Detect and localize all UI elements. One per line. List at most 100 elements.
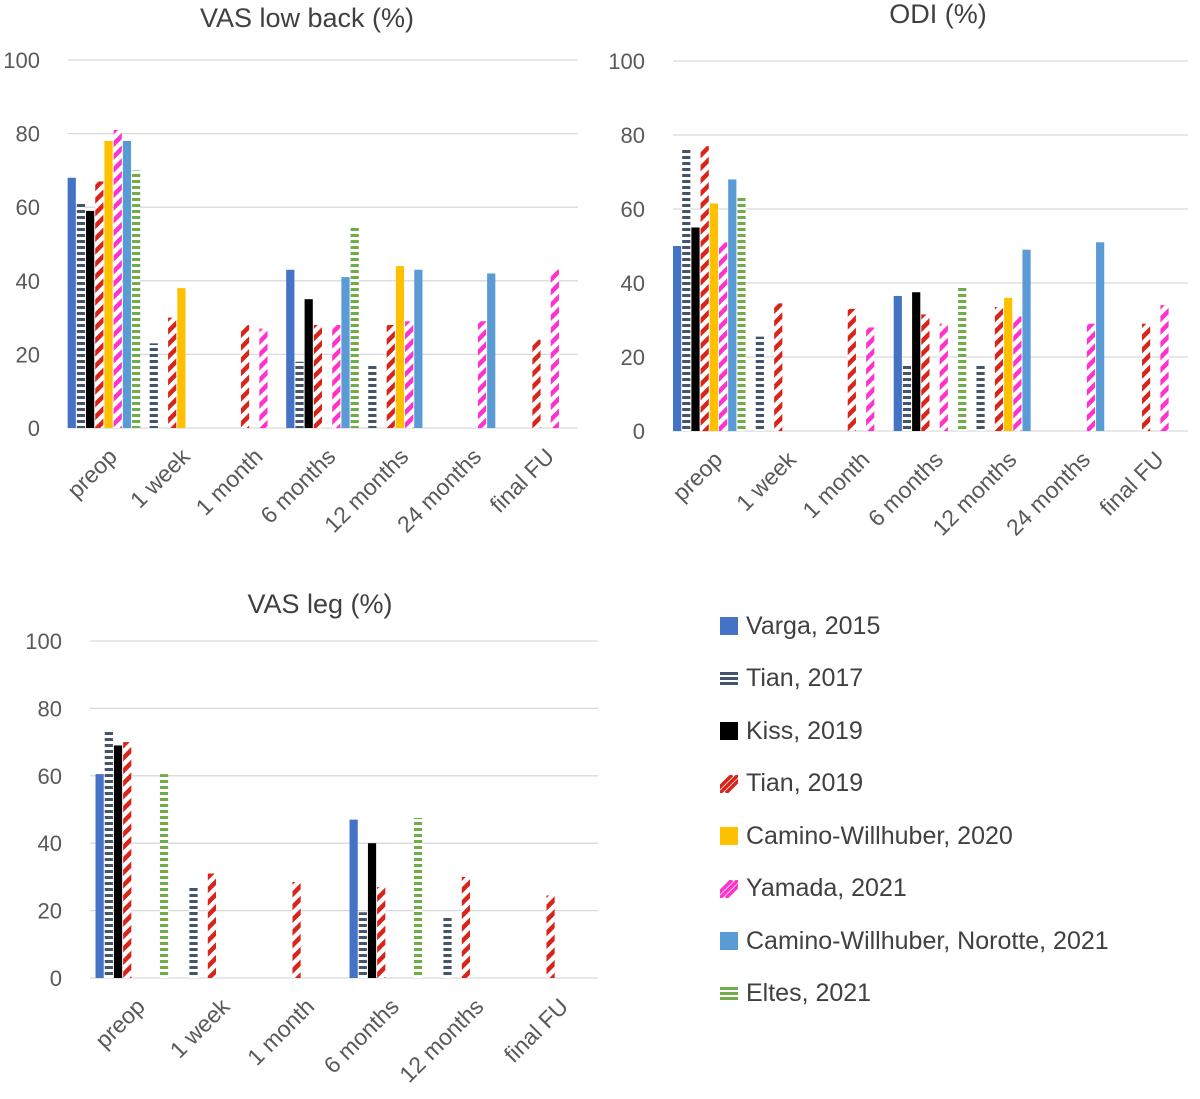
y-tick-label: 100 xyxy=(608,49,645,74)
legend-swatch xyxy=(720,617,738,636)
bar-cwn21 xyxy=(341,277,350,428)
bar-yamada xyxy=(718,242,728,431)
bar-yamada xyxy=(477,321,487,428)
bar-kiss xyxy=(691,227,700,431)
bar-cw20 xyxy=(395,266,405,428)
bar-tian17 xyxy=(358,912,367,978)
bar-tian19 xyxy=(546,895,555,978)
y-tick-label: 0 xyxy=(50,966,62,991)
bar-yamada xyxy=(1086,323,1096,431)
bar-cwn21 xyxy=(122,140,132,428)
bar-eltes xyxy=(958,286,967,431)
bar-cw20 xyxy=(1004,297,1013,431)
legend-label: Eltes, 2021 xyxy=(746,979,872,1008)
bar-kiss xyxy=(367,843,377,978)
y-tick-label: 20 xyxy=(38,899,62,924)
legend-item-cwn21: Camino-Willhuber, Norotte, 2021 xyxy=(720,915,1180,968)
bar-cwn21 xyxy=(414,269,423,428)
bar-yamada xyxy=(259,328,268,428)
x-tick-label: preop xyxy=(62,443,122,503)
bar-varga xyxy=(672,246,682,431)
y-tick-label: 60 xyxy=(621,197,645,222)
bar-yamada xyxy=(405,321,414,428)
legend-swatch xyxy=(720,669,738,688)
bar-varga xyxy=(893,295,902,431)
bar-tian17 xyxy=(295,361,304,428)
y-tick-label: 20 xyxy=(16,342,40,367)
legend-swatch xyxy=(720,722,738,741)
bar-tian19 xyxy=(240,324,250,428)
bar-tian19 xyxy=(461,876,470,978)
bar-tian17 xyxy=(368,365,377,428)
x-tick-label: 12 months xyxy=(394,993,488,1087)
bar-eltes xyxy=(350,225,359,428)
bar-tian17 xyxy=(976,364,985,431)
bar-yamada xyxy=(550,269,559,428)
bar-cwn21 xyxy=(487,273,496,428)
legend-item-tian19: Tian, 2019 xyxy=(720,758,1180,811)
bar-tian19 xyxy=(532,339,541,428)
bar-tian17 xyxy=(189,887,198,978)
y-tick-label: 20 xyxy=(621,345,645,370)
legend-label: Varga, 2015 xyxy=(746,611,881,640)
y-tick-label: 0 xyxy=(28,416,40,441)
bar-varga xyxy=(95,774,104,978)
legend-swatch xyxy=(720,932,738,951)
chart-3: VAS leg (%) 0 20 40 60 80 100 preop 1 week 1 mont… xyxy=(25,589,598,1087)
x-tick-label: 1 week xyxy=(165,993,235,1063)
x-tick-label: 1 week xyxy=(125,443,195,513)
x-tick-label: final FU xyxy=(1094,446,1168,520)
bar-tian17 xyxy=(443,915,452,978)
legend-label: Tian, 2017 xyxy=(746,664,864,693)
y-tick-label: 80 xyxy=(621,123,645,148)
legend-swatch xyxy=(720,774,738,793)
bar-tian19 xyxy=(847,308,856,431)
bar-tian19 xyxy=(207,873,216,978)
bar-yamada xyxy=(866,327,875,431)
y-tick-label: 60 xyxy=(16,195,40,220)
bar-tian19 xyxy=(377,887,386,978)
legend-item-varga: Varga, 2015 xyxy=(720,600,1180,653)
y-tick-label: 0 xyxy=(633,419,645,444)
bar-yamada xyxy=(113,129,122,429)
x-tick-label: final FU xyxy=(499,993,573,1067)
bar-eltes xyxy=(737,197,746,431)
x-tick-label: final FU xyxy=(485,443,559,517)
bar-yamada xyxy=(939,323,948,431)
bar-yamada xyxy=(332,324,341,428)
bar-cwn21 xyxy=(728,179,737,431)
y-tick-label: 100 xyxy=(25,629,62,654)
bar-eltes xyxy=(159,774,169,978)
legend-item-yamada: Yamada, 2021 xyxy=(720,863,1180,916)
legend-label: Tian, 2019 xyxy=(746,769,864,798)
y-tick-label: 80 xyxy=(16,122,40,147)
bar-tian17 xyxy=(76,203,86,428)
chart-title: VAS leg (%) xyxy=(247,589,392,619)
bar-tian19 xyxy=(700,146,709,431)
bar-tian19 xyxy=(168,317,177,428)
legend-item-eltes: Eltes, 2021 xyxy=(720,968,1180,1021)
bar-yamada xyxy=(1160,305,1169,431)
legend-swatch xyxy=(720,984,738,1003)
y-tick-label: 40 xyxy=(621,271,645,296)
legend: Varga, 2015 Tian, 2017 Kiss, 2019 Tian, 201… xyxy=(720,600,1180,1020)
bar-cw20 xyxy=(104,140,113,428)
bar-tian19 xyxy=(386,324,395,428)
chart-title: VAS low back (%) xyxy=(200,3,414,33)
x-tick-label: 6 months xyxy=(319,993,404,1078)
bar-tian19 xyxy=(774,303,783,431)
x-tick-label: preop xyxy=(667,446,727,506)
bar-kiss xyxy=(113,745,123,978)
bar-eltes xyxy=(413,817,423,978)
x-tick-label: 1 month xyxy=(242,993,319,1070)
y-tick-label: 100 xyxy=(3,48,40,73)
bar-kiss xyxy=(912,292,921,431)
bar-tian19 xyxy=(994,307,1004,431)
bar-yamada xyxy=(1013,316,1022,431)
legend-item-cw20: Camino-Willhuber, 2020 xyxy=(720,810,1180,863)
bar-kiss xyxy=(304,299,313,428)
bar-cwn21 xyxy=(1096,242,1105,431)
legend-label: Camino-Willhuber, 2020 xyxy=(746,821,1013,850)
